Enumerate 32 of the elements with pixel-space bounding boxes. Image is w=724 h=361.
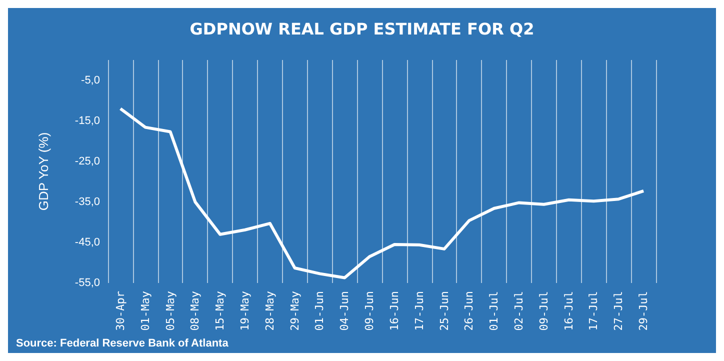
y-tick-label: -45,0 [74,236,100,248]
y-tick-label: -55,0 [74,277,100,289]
x-tick-label: 27-Jul [612,291,626,331]
x-tick-label: 01-May [138,290,152,331]
y-tick-label: -5,0 [81,74,100,86]
y-axis-title: GDP YoY (%) [36,132,51,211]
x-tick-label: 30-Apr [114,290,127,331]
chart-title: GDPNOW REAL GDP ESTIMATE FOR Q2 [190,20,534,38]
line-series [118,107,646,280]
x-tick-label: 01-Jul [488,291,501,331]
x-tick-label: 02-Jul [512,291,526,331]
x-tick-label: 09-Jul [537,291,550,331]
x-tick-label: 17-Jul [587,291,600,331]
x-tick-label: 29-May [288,290,302,331]
x-tick-label: 15-May [214,290,227,331]
x-tick-label: 04-Jun [338,291,352,331]
y-tick-label: -35,0 [74,196,100,208]
x-tick-label: 09-Jun [363,291,376,331]
x-tick-label: 08-May [188,290,202,331]
y-tick-label: -15,0 [74,114,100,127]
x-tick-label: 16-Jul [562,291,576,331]
x-tick-label: 05-May [164,290,177,331]
x-tick-label: 16-Jun [388,291,401,331]
x-tick-label: 25-Jun [438,291,451,331]
x-tick-label: 26-Jun [462,291,476,331]
x-tick-label: 28-May [263,290,276,331]
x-tick-label: 19-May [238,290,252,331]
x-tick-label: 17-Jun [412,291,426,331]
x-tick-label: 29-Jul [637,291,650,331]
y-tick-label: -25,0 [74,155,100,168]
x-tick-label: 01-Jun [313,291,326,331]
source-note: Source: Federal Reserve Bank of Atlanta [16,338,230,350]
